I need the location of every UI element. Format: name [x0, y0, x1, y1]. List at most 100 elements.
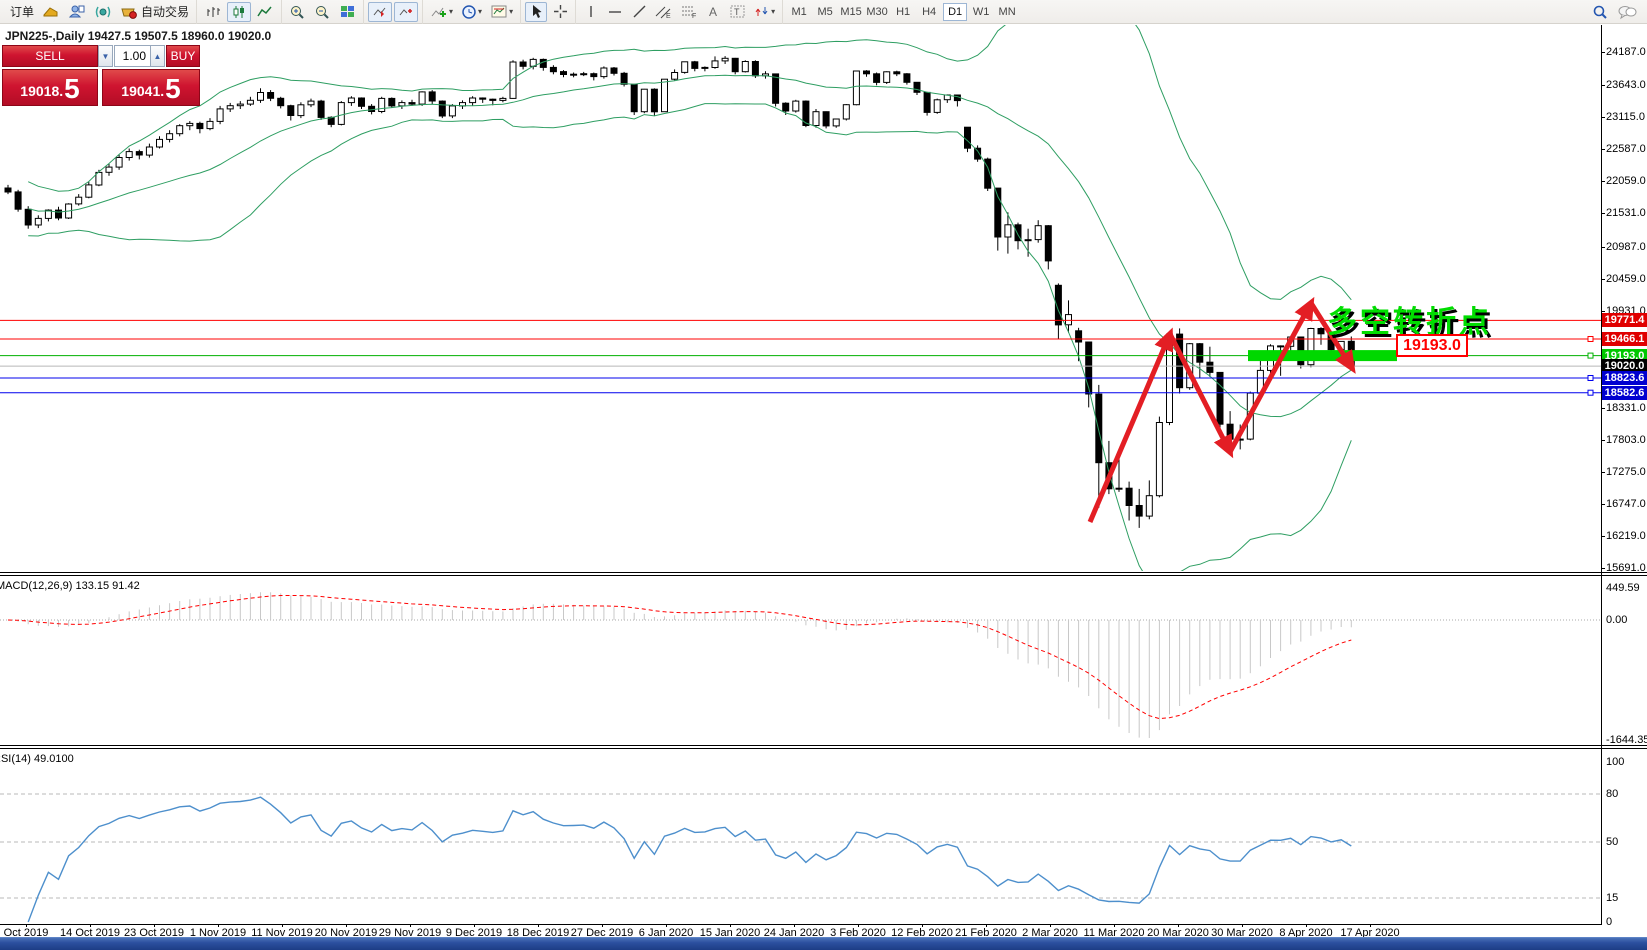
- date-axis-label: 14 Oct 2019: [60, 927, 120, 939]
- timeframe-button-M30[interactable]: M30: [866, 5, 888, 18]
- rsi-axis-label: 80: [1606, 788, 1619, 800]
- price-axis-line: [1601, 25, 1602, 925]
- trendline-icon[interactable]: [628, 2, 650, 22]
- crosshair-icon[interactable]: [549, 2, 571, 22]
- timeframe-button-MN[interactable]: MN: [998, 5, 1016, 18]
- timeframe-button-M15[interactable]: M15: [840, 5, 862, 18]
- macd-layer: [0, 592, 1601, 738]
- toolbar: 订单 自动交易: [0, 0, 1647, 24]
- date-axis-tick: [538, 924, 539, 927]
- timeframe-button-H1[interactable]: H1: [896, 5, 911, 18]
- new-order-button[interactable]: 订单: [4, 2, 37, 22]
- price-axis-tick: [1601, 85, 1605, 86]
- price-axis-tick: [1601, 504, 1605, 505]
- horizontal-line-icon[interactable]: [604, 2, 626, 22]
- panel-splitter[interactable]: [0, 748, 1647, 749]
- auto-scroll-icon[interactable]: [368, 1, 393, 22]
- rsi-axis-label: 100: [1606, 756, 1625, 768]
- date-axis-tick: [730, 924, 731, 927]
- svg-text:T: T: [734, 7, 740, 17]
- lot-decrease-button[interactable]: ▼: [98, 45, 113, 67]
- price-badge: 19771.4: [1602, 313, 1647, 327]
- date-axis-label: 2 Mar 2020: [1022, 927, 1078, 939]
- price-axis-label: 22587.0: [1606, 143, 1646, 155]
- support-zone-highlight: [1248, 350, 1397, 362]
- line-chart-icon[interactable]: [253, 2, 277, 22]
- price-axis-label: 22059.0: [1606, 175, 1646, 187]
- timeframe-button-M5[interactable]: M5: [817, 5, 833, 18]
- date-axis-tick: [26, 924, 27, 927]
- news-signal-icon[interactable]: [91, 2, 115, 22]
- date-axis-tick: [794, 924, 795, 927]
- panel-splitter[interactable]: [0, 575, 1647, 576]
- text-icon[interactable]: A: [702, 2, 724, 22]
- periods-icon[interactable]: ▾: [458, 2, 485, 22]
- bar-chart-icon[interactable]: [201, 2, 225, 22]
- date-axis-tick: [1050, 924, 1051, 927]
- cursor-icon[interactable]: [525, 1, 548, 22]
- autotrading-button[interactable]: 自动交易: [117, 2, 192, 22]
- chat-icon[interactable]: [1614, 2, 1640, 22]
- text-label-icon[interactable]: T: [726, 2, 749, 22]
- chart-shift-icon[interactable]: [394, 1, 419, 22]
- panel-splitter[interactable]: [0, 745, 1647, 746]
- new-order-label: 订单: [10, 5, 35, 19]
- windows-taskbar[interactable]: [0, 937, 1647, 950]
- price-axis-label: 16747.0: [1606, 498, 1646, 510]
- lot-size-field[interactable]: 1.00: [114, 45, 151, 67]
- tile-windows-icon[interactable]: [336, 2, 359, 22]
- panel-splitter[interactable]: [0, 572, 1647, 573]
- rsi-axis-label: 0: [1606, 916, 1613, 928]
- macd-axis-label: 449.59: [1606, 582, 1640, 594]
- price-axis-tick: [1601, 52, 1605, 53]
- price-axis-label: 17803.0: [1606, 434, 1646, 446]
- sell-price-button[interactable]: 19018. 5: [2, 69, 98, 106]
- data-window-icon[interactable]: [65, 2, 89, 22]
- date-axis-label: 6 Jan 2020: [638, 927, 694, 939]
- timeframe-button-M1[interactable]: M1: [791, 5, 807, 18]
- candlestick-chart-icon[interactable]: [227, 1, 252, 22]
- timeframe-group: M1 M5 M15 M30 H1 H4 D1 W1 MN: [782, 0, 1023, 24]
- date-axis-label: 27 Dec 2019: [570, 927, 634, 939]
- date-axis-tick: [154, 924, 155, 927]
- buy-price-button[interactable]: 19041. 5: [102, 69, 200, 106]
- timeframe-button-W1[interactable]: W1: [972, 5, 990, 18]
- zoom-out-icon[interactable]: [311, 2, 334, 22]
- price-axis-tick: [1601, 440, 1605, 441]
- macd-histogram: [17, 592, 1352, 738]
- line-handle: [1587, 336, 1594, 342]
- date-axis-tick: [986, 924, 987, 927]
- price-axis-tick: [1601, 472, 1605, 473]
- price-badge: 19020.0: [1602, 359, 1647, 373]
- lot-increase-button[interactable]: ▲: [150, 45, 165, 67]
- date-axis-label: 12 Feb 2020: [891, 927, 953, 939]
- search-icon[interactable]: [1589, 2, 1612, 22]
- indicators-icon[interactable]: ▾: [427, 2, 456, 22]
- trend-arrow: [1167, 332, 1234, 459]
- trend-arrow: [1308, 301, 1356, 374]
- date-axis-label: 3 Feb 2020: [830, 927, 886, 939]
- date-axis-label: 9 Dec 2019: [445, 927, 503, 939]
- buy-button[interactable]: BUY: [166, 45, 200, 67]
- date-axis-tick: [666, 924, 667, 927]
- date-axis-line: [0, 924, 1602, 925]
- templates-icon[interactable]: ▾: [487, 2, 516, 22]
- equidistant-channel-icon[interactable]: E: [652, 2, 675, 22]
- date-axis-label: 24 Jan 2020: [763, 927, 825, 939]
- market-watch-icon[interactable]: [39, 2, 63, 22]
- price-axis-label: 24187.0: [1606, 46, 1646, 58]
- zoom-in-icon[interactable]: [286, 2, 309, 22]
- sell-price-main: 19018.: [20, 83, 64, 99]
- fibonacci-icon[interactable]: F: [677, 2, 700, 22]
- price-axis-tick: [1601, 568, 1605, 569]
- sell-button[interactable]: SELL: [2, 45, 98, 67]
- vertical-line-icon[interactable]: [580, 2, 602, 22]
- date-axis-label: 1 Nov 2019: [189, 927, 247, 939]
- arrows-shapes-icon[interactable]: ▾: [751, 2, 778, 22]
- timeframe-button-H4[interactable]: H4: [922, 5, 937, 18]
- timeframe-button-D1[interactable]: D1: [943, 2, 968, 21]
- date-axis-label: 11 Nov 2019: [251, 927, 313, 939]
- date-axis-tick: [282, 924, 283, 927]
